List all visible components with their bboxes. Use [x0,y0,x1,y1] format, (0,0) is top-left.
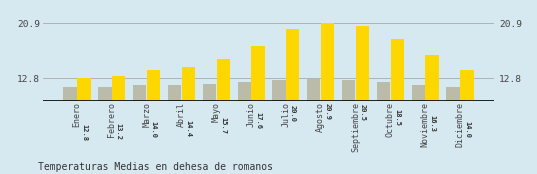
Bar [272,80,286,166]
Text: 20.9: 20.9 [325,103,331,120]
Bar [112,76,126,166]
Bar [356,26,369,166]
Bar [286,29,300,166]
Text: Temperaturas Medias en dehesa de romanos: Temperaturas Medias en dehesa de romanos [38,162,273,172]
Bar [251,46,265,166]
Text: 14.0: 14.0 [464,121,470,138]
Bar [342,80,355,166]
Bar [425,54,439,166]
Bar [411,85,425,166]
Bar [307,79,321,166]
Bar [63,87,77,166]
Bar [133,85,146,166]
Bar [446,87,460,166]
Text: 17.6: 17.6 [255,112,261,129]
Text: 18.5: 18.5 [394,109,400,126]
Text: 14.4: 14.4 [185,120,191,137]
Bar [321,23,335,166]
Text: 16.3: 16.3 [429,115,435,132]
Bar [98,87,112,166]
Bar [460,70,474,166]
Bar [237,82,251,166]
Bar [202,84,216,166]
Text: 12.8: 12.8 [81,124,87,141]
Bar [377,82,390,166]
Bar [216,59,230,166]
Bar [147,70,160,166]
Text: 14.0: 14.0 [150,121,157,138]
Text: 20.0: 20.0 [290,105,296,122]
Bar [77,78,91,166]
Bar [391,39,404,166]
Bar [182,68,195,166]
Bar [168,85,181,166]
Text: 20.5: 20.5 [359,104,366,121]
Text: 15.7: 15.7 [220,117,226,133]
Text: 13.2: 13.2 [116,123,122,140]
